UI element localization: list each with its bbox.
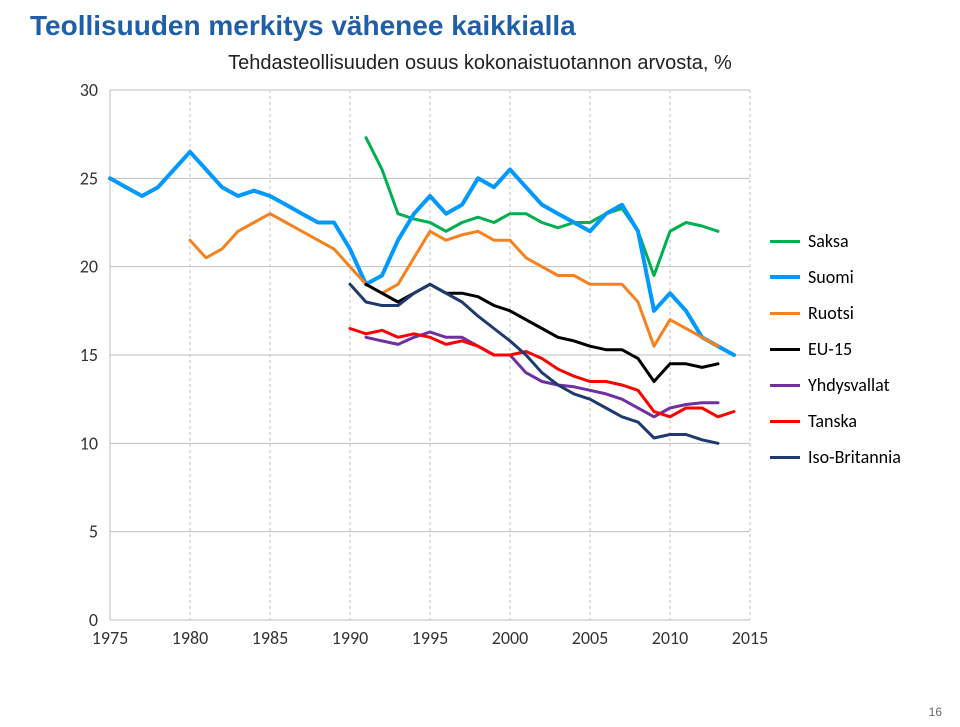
page-number: 16 [929, 705, 942, 719]
legend-item-saksa: Saksa [770, 230, 901, 252]
legend-swatch [770, 456, 800, 459]
legend-label: Tanska [808, 410, 857, 432]
legend-item-suomi: Suomi [770, 266, 901, 288]
legend-label: Suomi [808, 266, 854, 288]
legend-label: Yhdysvallat [808, 374, 890, 396]
legend-swatch [770, 275, 800, 279]
y-tick-label: 5 [89, 521, 98, 543]
page-title: Teollisuuden merkitys vähenee kaikkialla [30, 10, 930, 42]
chart-subtitle: Tehdasteollisuuden osuus kokonaistuotann… [30, 52, 930, 75]
legend-item-ruotsi: Ruotsi [770, 302, 901, 324]
x-tick-label: 2000 [492, 627, 529, 649]
x-tick-label: 2005 [572, 627, 609, 649]
chart-legend: Saksa Suomi Ruotsi EU-15 Yhdysvallat Tanska Is… [770, 230, 901, 482]
legend-label: Ruotsi [808, 302, 854, 324]
series-iso-britannia [350, 284, 718, 443]
legend-swatch [770, 348, 800, 351]
x-tick-label: 2015 [732, 627, 769, 649]
y-tick-label: 20 [80, 256, 98, 278]
legend-swatch [770, 384, 800, 387]
y-tick-label: 10 [80, 432, 98, 454]
y-tick-label: 25 [80, 167, 98, 189]
legend-item-iso-britannia: Iso-Britannia [770, 446, 901, 468]
legend-item-eu-15: EU-15 [770, 338, 901, 360]
x-tick-label: 1985 [252, 627, 289, 649]
y-tick-label: 30 [80, 80, 98, 101]
legend-swatch [770, 420, 800, 423]
x-tick-label: 1990 [332, 627, 369, 649]
chart-container: 0510152025301975198019851990199520002005… [30, 80, 930, 660]
legend-item-tanska: Tanska [770, 410, 901, 432]
legend-label: Saksa [808, 230, 849, 252]
legend-label: Iso-Britannia [808, 446, 901, 468]
legend-item-yhdysvallat: Yhdysvallat [770, 374, 901, 396]
x-tick-label: 1980 [172, 627, 209, 649]
y-tick-label: 15 [80, 344, 98, 366]
legend-swatch [770, 240, 800, 243]
x-tick-label: 1975 [92, 627, 129, 649]
x-tick-label: 2010 [652, 627, 689, 649]
legend-swatch [770, 312, 800, 315]
legend-label: EU-15 [808, 338, 852, 360]
x-tick-label: 1995 [412, 627, 449, 649]
